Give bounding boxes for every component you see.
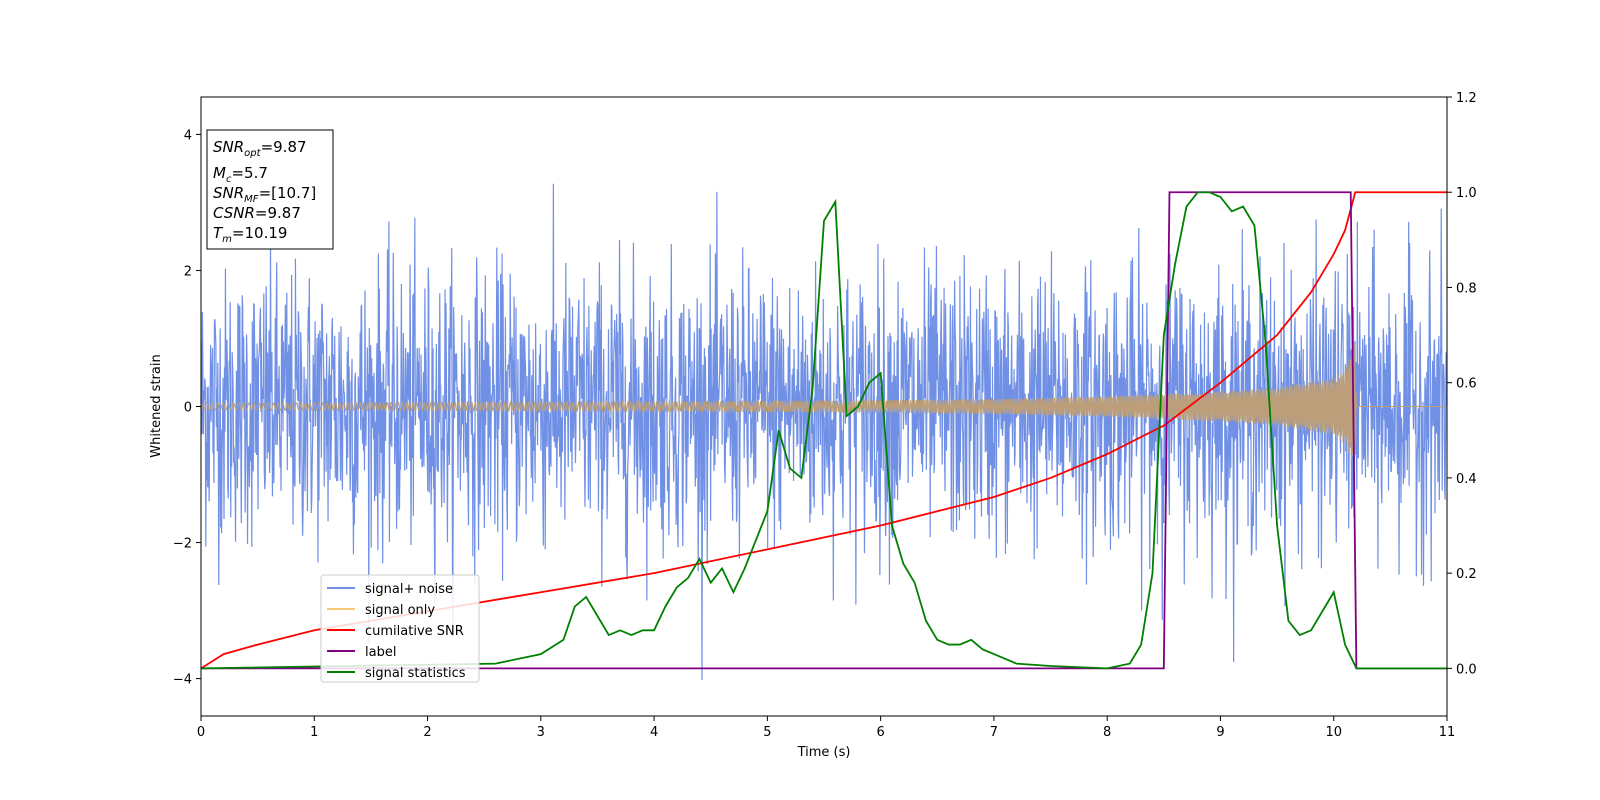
x-tick-label: 8	[1103, 725, 1111, 740]
x-tick-label: 7	[990, 725, 998, 740]
legend-label: signal statistics	[365, 666, 466, 681]
y-right-tick-label: 0.8	[1456, 281, 1477, 296]
y-axis-right: 0.0 0.2 0.4 0.6 0.8 1.0 1.2	[1447, 91, 1477, 677]
info-snr-mf: SNRMF=[10.7]	[213, 184, 316, 205]
info-snr-opt: SNRopt=9.87	[213, 138, 307, 159]
y-right-tick-label: 0.4	[1456, 472, 1477, 487]
info-tm: Tm=10.19	[213, 224, 287, 245]
y-right-tick-label: 0.2	[1456, 567, 1477, 582]
legend-label: label	[365, 645, 396, 660]
signal-statistics-series	[201, 191, 1447, 670]
legend: signal+ noise signal only cumilative SNR la…	[320, 574, 480, 683]
info-csnr: CSNR=9.87	[213, 204, 301, 222]
y-right-tick-label: 1.0	[1456, 186, 1477, 201]
y-right-tick-label: 0.6	[1456, 377, 1477, 392]
x-tick-label: 0	[197, 725, 205, 740]
info-box: SNRopt=9.87 Mc=5.7 SNRMF=[10.7] CSNR=9.8…	[206, 129, 334, 250]
legend-label: signal only	[365, 603, 435, 618]
x-axis: 0 1 2 3 4 5 6 7 8 9 10 11	[197, 716, 1455, 740]
legend-label: signal+ noise	[365, 582, 453, 597]
x-tick-label: 10	[1325, 725, 1342, 740]
y-right-tick-label: 0.0	[1456, 662, 1477, 677]
x-axis-label: Time (s)	[797, 745, 851, 760]
x-tick-label: 9	[1216, 725, 1224, 740]
x-tick-label: 3	[537, 725, 545, 740]
x-tick-label: 1	[310, 725, 318, 740]
x-tick-label: 5	[763, 725, 771, 740]
y-left-tick-label: 0	[184, 401, 192, 416]
y-axis-label: Whitened strain	[149, 354, 164, 457]
x-tick-label: 11	[1439, 725, 1456, 740]
legend-label: cumilative SNR	[365, 624, 464, 639]
info-mc: Mc=5.7	[213, 164, 268, 185]
y-right-tick-label: 1.2	[1456, 91, 1477, 106]
x-tick-label: 2	[423, 725, 431, 740]
x-tick-label: 4	[650, 725, 658, 740]
signal-only-series	[201, 344, 1447, 468]
y-left-tick-label: 2	[184, 264, 192, 279]
y-axis-left: −4 −2 0 2 4	[173, 128, 201, 688]
y-left-tick-label: 4	[184, 128, 192, 143]
y-left-tick-label: −2	[173, 537, 192, 552]
x-tick-label: 6	[876, 725, 884, 740]
y-left-tick-label: −4	[173, 673, 192, 688]
